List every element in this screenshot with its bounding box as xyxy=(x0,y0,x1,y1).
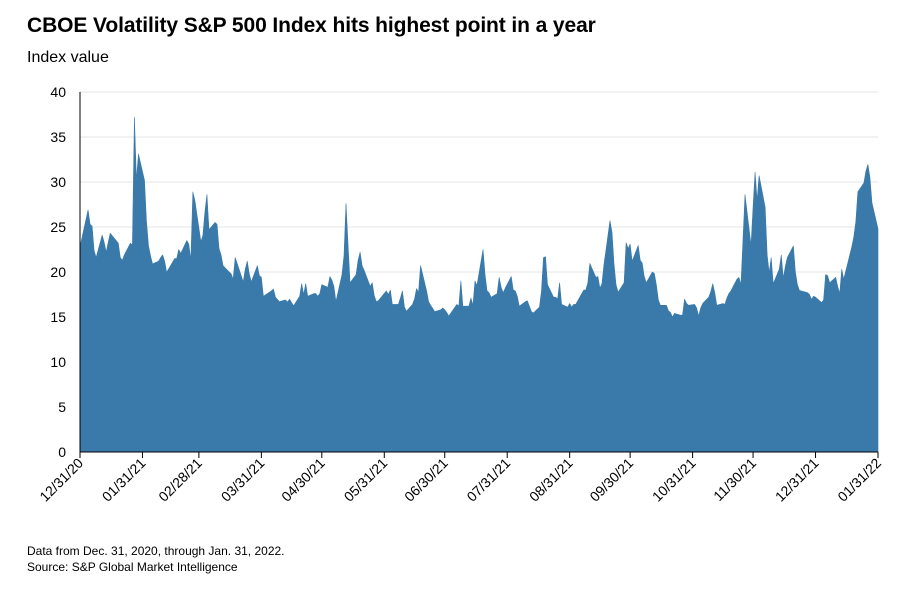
x-tick-label: 04/30/21 xyxy=(278,455,328,505)
y-tick-label: 0 xyxy=(58,444,66,460)
y-tick-label: 15 xyxy=(50,309,66,325)
x-tick-label: 01/31/22 xyxy=(834,455,884,505)
y-tick-label: 35 xyxy=(50,129,66,145)
x-tick-label: 12/31/21 xyxy=(772,455,822,505)
chart-title: CBOE Volatility S&P 500 Index hits highe… xyxy=(27,14,596,37)
y-tick-labels: 0 5 10 15 20 25 30 35 40 xyxy=(50,84,66,460)
y-tick-label: 40 xyxy=(50,84,66,100)
vix-area-series xyxy=(79,116,879,453)
x-tick-label: 08/31/21 xyxy=(526,455,576,505)
axes xyxy=(79,92,879,458)
vix-area-chart: 0 5 10 15 20 25 30 35 40 12/31/20 01/31/21 02/28/2… xyxy=(36,84,884,505)
y-tick-label: 20 xyxy=(50,264,66,280)
y-tick-label: 10 xyxy=(50,354,66,370)
x-tick-labels: 12/31/20 01/31/21 02/28/21 03/31/21 04/30/21… xyxy=(36,455,884,505)
y-axis-label: Index value xyxy=(27,49,109,66)
x-tick-label: 10/31/21 xyxy=(649,455,699,505)
x-tick-label: 07/31/21 xyxy=(463,455,513,505)
plot-area xyxy=(79,116,879,453)
x-tick-label: 02/28/21 xyxy=(155,455,205,505)
x-tick-label: 06/30/21 xyxy=(401,455,451,505)
y-tick-label: 30 xyxy=(50,174,66,190)
footnote-data-range: Data from Dec. 31, 2020, through Jan. 31… xyxy=(27,544,285,558)
x-tick-label: 11/30/21 xyxy=(710,455,759,504)
y-tick-label: 25 xyxy=(50,219,66,235)
footnote-source: Source: S&P Global Market Intelligence xyxy=(27,560,238,574)
x-tick-label: 12/31/20 xyxy=(36,455,86,505)
x-tick-label: 03/31/21 xyxy=(218,455,268,505)
x-tick-label: 05/31/21 xyxy=(341,455,391,505)
y-tick-label: 5 xyxy=(58,399,66,415)
x-tick-label: 09/30/21 xyxy=(586,455,636,505)
x-tick-label: 01/31/21 xyxy=(99,455,149,505)
